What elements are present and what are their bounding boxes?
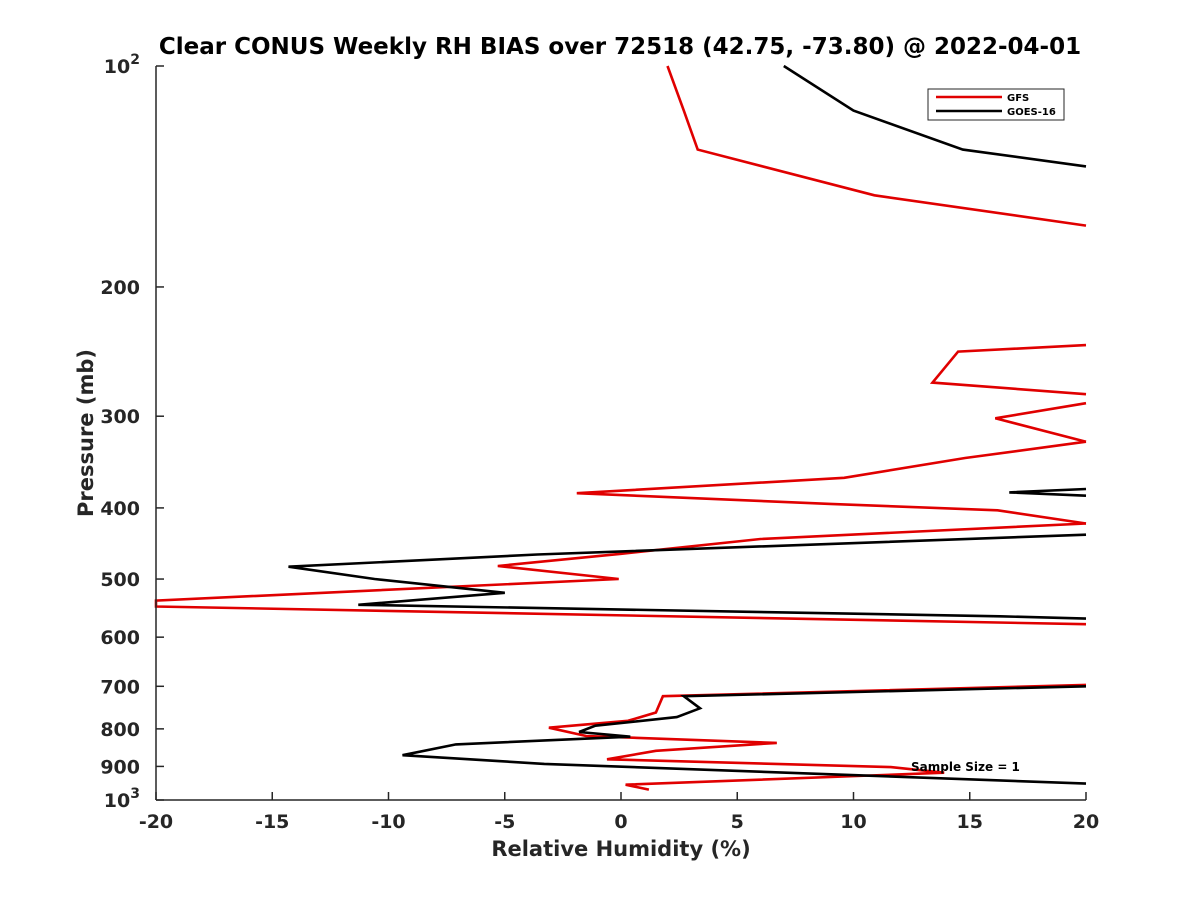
y-tick-label: 600 xyxy=(100,627,140,649)
y-tick-label: 102 xyxy=(104,52,140,78)
x-tick-label: 5 xyxy=(731,811,744,833)
plot-background xyxy=(156,66,1086,800)
sample-size-annotation: Sample Size = 1 xyxy=(911,760,1020,774)
y-axis-label: Pressure (mb) xyxy=(74,349,98,517)
plot-area xyxy=(154,64,1087,800)
x-tick-label: 20 xyxy=(1073,811,1099,833)
legend-box xyxy=(927,88,1065,121)
y-tick-label: 300 xyxy=(100,406,140,428)
y-tick-label: 700 xyxy=(100,676,140,698)
legend-label-gfs: GFS xyxy=(1007,93,1029,104)
y-tick-label: 800 xyxy=(100,719,140,741)
series-line-gfs xyxy=(994,401,1087,443)
x-tick-label: 0 xyxy=(614,811,627,833)
x-axis-label: Relative Humidity (%) xyxy=(491,837,750,861)
y-tick-label: 900 xyxy=(100,756,140,778)
x-tick-label: -10 xyxy=(371,811,405,833)
series-line-gfs xyxy=(929,343,1087,396)
y-tick-label: 200 xyxy=(100,277,140,299)
chart-title: Clear CONUS Weekly RH BIAS over 72518 (4… xyxy=(159,34,1081,60)
x-tick-label: -15 xyxy=(255,811,289,833)
legend-label-goes16: GOES-16 xyxy=(1007,107,1056,118)
series-layer xyxy=(154,64,1087,791)
series-line-goes16 xyxy=(1009,487,1087,497)
series-line-gfs xyxy=(548,683,1087,791)
series-line-gfs xyxy=(576,440,1087,525)
x-tick-label: -5 xyxy=(494,811,515,833)
x-tick-label: 15 xyxy=(957,811,983,833)
y-ticks: 102 200 300 400 500 600 700 800 900 103 xyxy=(100,52,164,812)
legend: GFS GOES-16 xyxy=(927,88,1065,121)
y-tick-label: 500 xyxy=(100,569,140,591)
series-line-goes16 xyxy=(402,685,1087,785)
series-line-goes16 xyxy=(783,64,1087,168)
series-line-goes16 xyxy=(288,533,1087,620)
y-tick-label: 400 xyxy=(100,498,140,520)
series-line-gfs xyxy=(666,65,1087,227)
x-tick-label: 10 xyxy=(840,811,866,833)
y-tick-label: 103 xyxy=(104,786,140,812)
x-tick-label: -20 xyxy=(139,811,173,833)
x-ticks: -20 -15 -10 -5 0 5 10 15 20 xyxy=(139,792,1099,833)
axes: -20 -15 -10 -5 0 5 10 15 20 102 200 300 400 500 600 70… xyxy=(100,52,1099,833)
